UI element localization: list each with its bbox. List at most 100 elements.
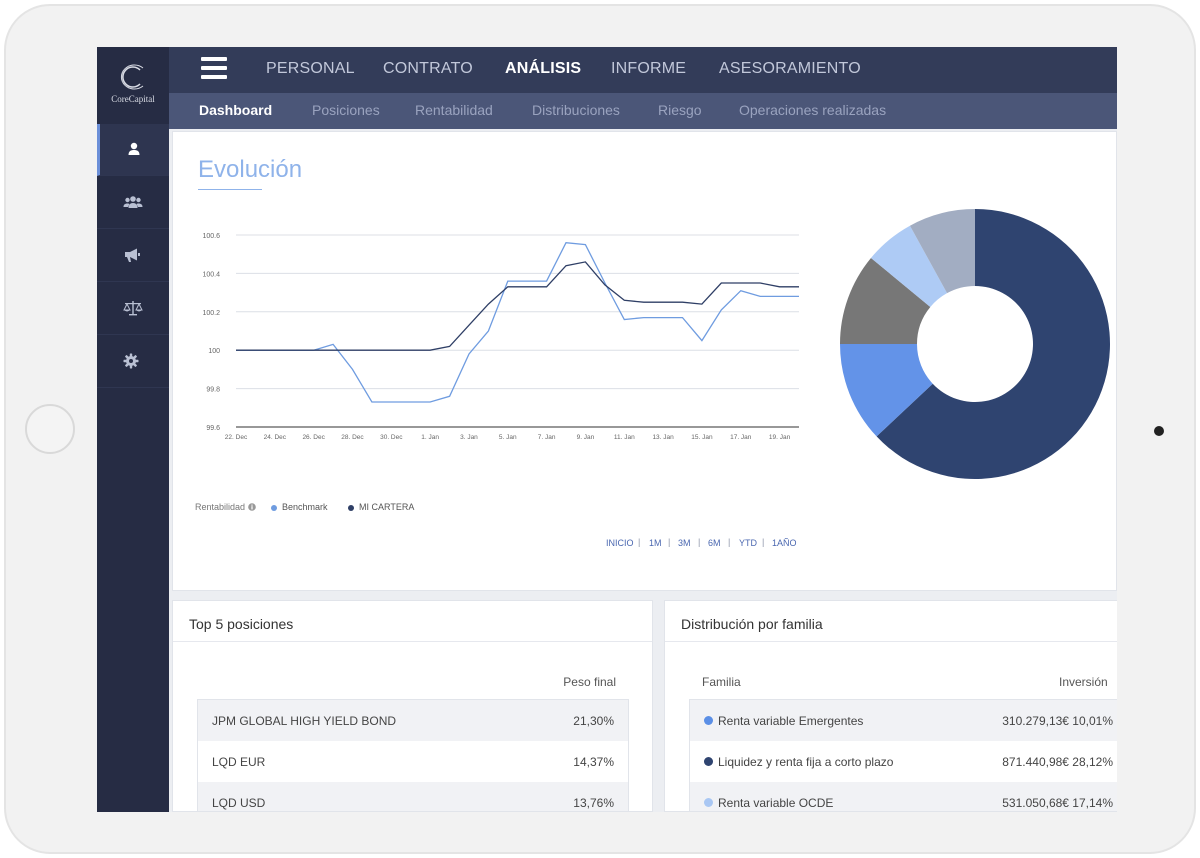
sidebar-item-campaigns[interactable] [97, 230, 169, 282]
legend-item-cartera[interactable]: MI CARTERA [348, 502, 414, 512]
x-tick-label: 19. Jan [769, 434, 791, 441]
x-tick-label: 3. Jan [460, 434, 478, 441]
donut-slice-3[interactable] [840, 257, 931, 344]
family-name: Liquidez y renta fija a corto plazo [718, 755, 894, 769]
range-inicio[interactable]: INICIO [606, 538, 634, 548]
table-row[interactable]: Liquidez y renta fija a corto plazo 871.… [690, 741, 1117, 782]
x-tick-label: 1. Jan [421, 434, 439, 441]
range-1ano[interactable]: 1AÑO [772, 538, 797, 548]
subtab-operaciones[interactable]: Operaciones realizadas [739, 102, 887, 118]
megaphone-icon [125, 248, 140, 262]
range-1m[interactable]: 1M [649, 538, 662, 548]
sub-nav: Dashboard Posiciones Rentabilidad Distri… [169, 93, 1117, 129]
x-tick-label: 28. Dec [341, 434, 364, 441]
series-line-cartera[interactable] [236, 261, 799, 351]
legend-dot [271, 504, 277, 511]
y-tick-label: 100.4 [202, 271, 220, 278]
x-tick-label: 11. Jan [614, 434, 635, 441]
x-tick-label: 15. Jan [691, 434, 713, 441]
evolution-line-chart: 99.6 99.8 100 100.2 100.4 100.6 22. Dec 24. Dec… [202, 233, 799, 441]
x-tick-label: 5. Jan [499, 434, 517, 441]
logo-mark-icon [120, 64, 144, 90]
x-tick-label: 17. Jan [730, 434, 752, 441]
subtab-posiciones[interactable]: Posiciones [312, 102, 380, 118]
top-nav: PERSONAL CONTRATO ANÁLISIS INFORME ASESO… [169, 47, 1117, 93]
y-tick-label: 100.2 [202, 310, 220, 317]
table-row[interactable]: LQD USD 13,76% [198, 782, 628, 811]
col-header-peso: Peso final [563, 675, 616, 689]
family-investment: 310.279,13€ 10,01% [1002, 714, 1113, 728]
tab-analisis[interactable]: ANÁLISIS [505, 60, 582, 77]
position-name: LQD EUR [212, 755, 266, 769]
x-tick-label: 13. Jan [652, 434, 674, 441]
subtab-riesgo[interactable]: Riesgo [658, 102, 702, 118]
user-icon [128, 142, 140, 155]
hamburger-menu-icon[interactable] [201, 57, 227, 79]
table-row[interactable]: Renta variable Emergentes 310.279,13€ 10… [690, 700, 1117, 741]
family-color-dot [704, 716, 713, 725]
family-color-dot [704, 757, 713, 766]
table-row[interactable]: JPM GLOBAL HIGH YIELD BOND 21,30% [198, 700, 628, 741]
scales-icon [123, 301, 143, 316]
family-investment: 871.440,98€ 28,12% [1002, 755, 1113, 769]
y-tick-label: 100 [208, 348, 220, 355]
users-icon [123, 196, 143, 208]
tab-asesoramiento[interactable]: ASESORAMIENTO [719, 60, 861, 77]
donut-slice-1[interactable] [876, 209, 1110, 479]
camera-dot [1154, 426, 1164, 436]
home-button[interactable] [25, 404, 75, 454]
logo[interactable]: CoreCapital [97, 47, 169, 123]
position-name: LQD USD [212, 796, 266, 810]
title-underline [198, 189, 262, 190]
table-row[interactable]: LQD EUR 14,37% [198, 741, 628, 782]
donut-slice-4[interactable] [870, 225, 948, 308]
subtab-distribuciones[interactable]: Distribuciones [532, 102, 620, 118]
sidebar-item-users[interactable] [97, 177, 169, 229]
tab-informe[interactable]: INFORME [611, 60, 687, 77]
sidebar-item-settings[interactable] [97, 336, 169, 388]
donut-slice-2[interactable] [840, 344, 933, 437]
evolution-title: Evolución [198, 156, 303, 183]
y-tick-label: 99.6 [206, 425, 220, 432]
sidebar-item-legal[interactable] [97, 283, 169, 335]
evolution-panel: Evolución 99.6 99.8 100 100.2 100.4 100.6 22. … [172, 131, 1117, 591]
legend-label: MI CARTERA [359, 502, 415, 512]
x-tick-label: 7. Jan [538, 434, 556, 441]
col-header-inversion: Inversión [1059, 675, 1108, 689]
y-tick-label: 100.6 [202, 233, 220, 240]
legend-item-benchmark[interactable]: Benchmark [271, 502, 328, 512]
col-header-familia: Familia [702, 675, 741, 689]
familia-card: Distribución por familia Familia Inversi… [664, 600, 1117, 812]
brand-name: CoreCapital [111, 94, 155, 104]
familia-table: Renta variable Emergentes 310.279,13€ 10… [689, 699, 1117, 811]
top5-title: Top 5 posiciones [189, 616, 294, 632]
distribution-donut-chart [840, 209, 1110, 479]
subtab-rentabilidad[interactable]: Rentabilidad [415, 102, 493, 118]
y-tick-label: 99.8 [206, 387, 220, 394]
app-screen: CoreCapital [97, 47, 1117, 812]
subtab-dashboard[interactable]: Dashboard [199, 102, 273, 118]
donut-slice-5[interactable] [909, 209, 975, 294]
tab-contrato[interactable]: CONTRATO [383, 60, 473, 77]
tab-personal[interactable]: PERSONAL [266, 60, 355, 77]
family-color-dot [704, 798, 713, 807]
position-weight: 21,30% [573, 714, 614, 728]
legend-title: Rentabilidad [195, 502, 246, 512]
x-tick-label: 26. Dec [302, 434, 325, 441]
top5-card: Top 5 posiciones Peso final JPM GLOBAL H… [172, 600, 653, 812]
position-name: JPM GLOBAL HIGH YIELD BOND [212, 714, 397, 728]
x-tick-label: 30. Dec [380, 434, 403, 441]
range-3m[interactable]: 3M [678, 538, 691, 548]
family-investment: 531.050,68€ 17,14% [1002, 796, 1113, 810]
family-name: Renta variable Emergentes [718, 714, 864, 728]
gear-icon [123, 353, 139, 369]
range-6m[interactable]: 6M [708, 538, 721, 548]
range-ytd[interactable]: YTD [739, 538, 757, 548]
sidebar-item-user[interactable] [97, 124, 169, 176]
table-row[interactable]: Renta variable OCDE 531.050,68€ 17,14% [690, 782, 1117, 811]
info-icon[interactable] [247, 503, 256, 511]
series-line-benchmark[interactable] [236, 242, 799, 403]
x-tick-label: 24. Dec [264, 434, 287, 441]
family-name: Renta variable OCDE [718, 796, 834, 810]
legend-dot [348, 504, 354, 511]
